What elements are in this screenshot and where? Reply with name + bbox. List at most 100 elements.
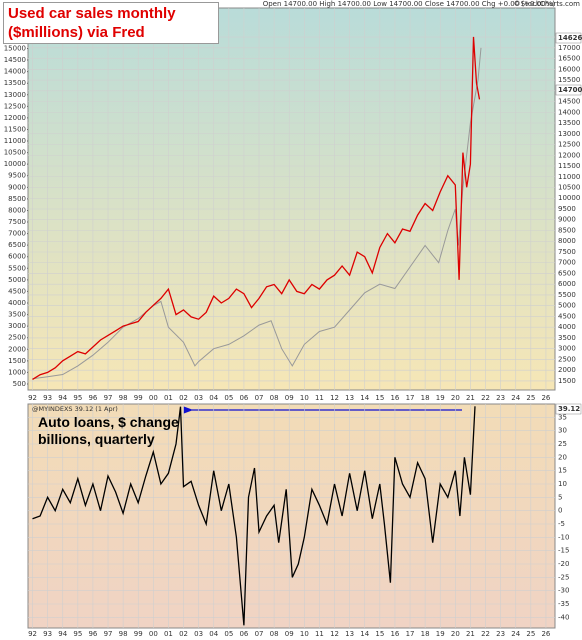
x-tick-label: 22	[481, 394, 490, 402]
x-tick-label: 03	[194, 630, 203, 638]
price-tag: 14700.00	[558, 86, 582, 94]
x-tick-label: 08	[270, 394, 279, 402]
y-tick-label: 9500	[8, 172, 26, 180]
y-tick-label: -35	[558, 600, 569, 608]
x-tick-label: 94	[58, 394, 67, 402]
y2-tick-label: 10500	[558, 183, 580, 191]
chart-title: Used car sales monthly ($millions) via F…	[3, 2, 219, 44]
y-tick-label: 4000	[8, 299, 26, 307]
x-tick-label: 12	[330, 630, 339, 638]
x-tick-label: 12	[330, 394, 339, 402]
panel-label: @MYINDEXS 39.12 (1 Apr)	[32, 405, 118, 413]
x-tick-label: 21	[466, 630, 475, 638]
x-tick-label: 15	[375, 394, 384, 402]
y2-tick-label: 9500	[558, 205, 576, 213]
x-tick-label: 23	[496, 630, 505, 638]
y2-tick-label: 8000	[558, 237, 576, 245]
x-tick-label: 01	[164, 394, 173, 402]
x-tick-label: 11	[315, 630, 324, 638]
y-tick-label: -40	[558, 613, 569, 621]
y-tick-label: 6500	[8, 241, 26, 249]
y-tick-label: 3000	[8, 322, 26, 330]
y-tick-label: -25	[558, 573, 569, 581]
x-tick-label: 10	[300, 630, 309, 638]
y-tick-label: 10500	[4, 149, 26, 157]
x-tick-label: 00	[149, 394, 158, 402]
x-tick-label: 26	[541, 394, 550, 402]
x-tick-label: 24	[511, 630, 520, 638]
x-tick-label: 17	[406, 394, 415, 402]
y-tick-label: 2500	[8, 334, 26, 342]
y2-tick-label: 6500	[558, 269, 576, 277]
x-tick-label: 97	[104, 630, 113, 638]
y-tick-label: 0	[558, 507, 562, 515]
x-tick-label: 11	[315, 394, 324, 402]
x-tick-label: 14	[360, 394, 369, 402]
line	[32, 36, 481, 380]
y-tick-label: 6000	[8, 253, 26, 261]
x-tick-label: 19	[436, 394, 445, 402]
x-tick-label: 99	[134, 630, 143, 638]
y-tick-label: -20	[558, 560, 569, 568]
y-tick-label: 1500	[8, 357, 26, 365]
y2-tick-label: 13000	[558, 130, 580, 138]
x-tick-label: 19	[436, 630, 445, 638]
y2-tick-label: 16000	[558, 65, 580, 73]
y-tick-label: -15	[558, 547, 569, 555]
y-tick-label: 7500	[8, 218, 26, 226]
x-tick-label: 06	[239, 630, 248, 638]
top-panel	[27, 7, 556, 391]
y2-tick-label: 3500	[558, 334, 576, 342]
y2-tick-label: 15500	[558, 76, 580, 84]
y2-tick-label: 2000	[558, 366, 576, 374]
price-tag-bg	[555, 32, 582, 44]
y2-tick-label: 17000	[558, 44, 580, 52]
y-tick-label: 500	[13, 380, 26, 388]
x-tick-label: 16	[390, 394, 399, 402]
x-tick-label: 02	[179, 630, 188, 638]
x-tick-label: 23	[496, 394, 505, 402]
y2-tick-label: 5500	[558, 291, 576, 299]
x-tick-label: 22	[481, 630, 490, 638]
x-tick-label: 04	[209, 630, 218, 638]
x-tick-label: 13	[345, 394, 354, 402]
price-tag-bg	[555, 403, 582, 415]
y2-tick-label: 5000	[558, 302, 576, 310]
y-tick-label: 1000	[8, 368, 26, 376]
y2-tick-label: 11500	[558, 162, 580, 170]
x-tick-label: 07	[255, 394, 264, 402]
x-tick-label: 93	[43, 630, 52, 638]
y2-tick-label: 3000	[558, 345, 576, 353]
y2-tick-label: 6000	[558, 280, 576, 288]
x-tick-label: 00	[149, 630, 158, 638]
y-tick-label: 8500	[8, 195, 26, 203]
x-tick-label: 95	[73, 394, 82, 402]
y2-tick-label: 16500	[558, 55, 580, 63]
header: Open 14700.00 High 14700.00 Low 14700.00…	[263, 0, 556, 8]
x-tick-label: 09	[285, 630, 294, 638]
x-tick-label: 16	[390, 630, 399, 638]
x-tick-label: 92	[28, 394, 37, 402]
x-tick-label: 20	[451, 630, 460, 638]
x-tick-label: 17	[406, 630, 415, 638]
y-tick-label: 12000	[4, 114, 26, 122]
x-tick-label: 25	[526, 630, 535, 638]
y-tick-label: 4500	[8, 287, 26, 295]
x-tick-label: 10	[300, 394, 309, 402]
x-tick-label: 96	[88, 630, 97, 638]
y-tick-label: 5000	[8, 276, 26, 284]
x-tick-label: 18	[421, 394, 430, 402]
price-tag-bg	[555, 84, 582, 96]
y-tick-label: 15	[558, 467, 567, 475]
y2-tick-label: 2500	[558, 355, 576, 363]
y2-tick-label: 7500	[558, 248, 576, 256]
y2-tick-label: 14500	[558, 98, 580, 106]
y-tick-label: 13000	[4, 91, 26, 99]
x-tick-label: 01	[164, 630, 173, 638]
y2-tick-label: 7000	[558, 259, 576, 267]
x-tick-label: 96	[88, 394, 97, 402]
y-tick-label: -10	[558, 533, 569, 541]
x-tick-label: 13	[345, 630, 354, 638]
x-tick-label: 20	[451, 394, 460, 402]
